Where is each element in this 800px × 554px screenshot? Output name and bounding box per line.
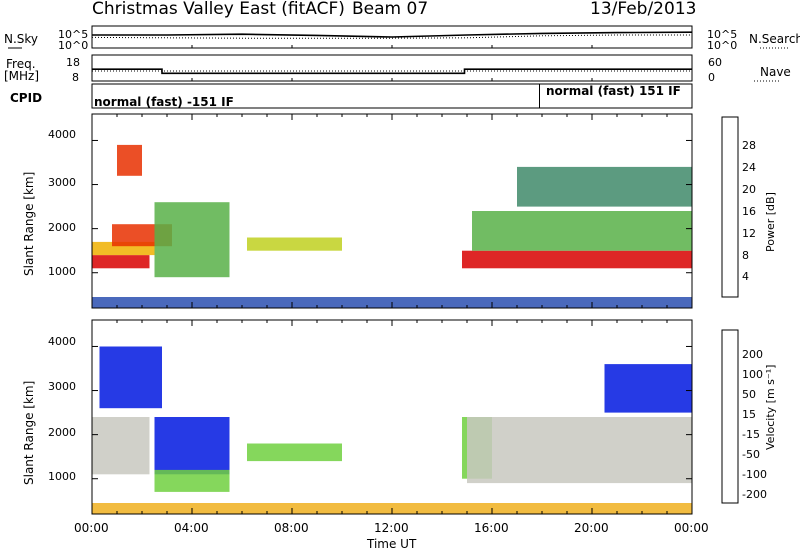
- cpid-right-text: normal (fast) 151 IF: [546, 84, 681, 98]
- velocity-cbar-tick: -15: [742, 428, 760, 441]
- velocity-ytick: 4000: [48, 335, 76, 348]
- nsearch-label: N.Search: [749, 32, 800, 46]
- velocity-cbar-tick: 50: [742, 388, 756, 401]
- velocity-ytick: 1000: [48, 470, 76, 483]
- velocity-region-3: [154, 469, 230, 492]
- power-cbar-tick: 16: [742, 205, 756, 218]
- xtick: 12:00: [374, 521, 409, 535]
- velocity-region-6: [467, 417, 692, 484]
- freq-panel-frame: [91, 54, 693, 82]
- cpid-panel-frame: [91, 83, 693, 109]
- power-colorbar-frame: [721, 116, 739, 298]
- freq-tick-bottom: 8: [72, 71, 79, 84]
- power-cbar-tick: 12: [742, 227, 756, 240]
- power-region-4: [154, 202, 230, 278]
- nsky-tick-top: 10^5: [58, 28, 89, 41]
- velocity-colorbar-frame: [721, 329, 739, 504]
- freq-tick-top: 18: [66, 56, 80, 69]
- velocity-ytick: 3000: [48, 380, 76, 393]
- power-region-7: [472, 211, 692, 251]
- power-cbar-tick: 28: [742, 139, 756, 152]
- power-region-6: [462, 250, 692, 269]
- nsearch-tick-top: 10^5: [707, 28, 738, 41]
- velocity-cbar-tick: -100: [742, 468, 767, 481]
- power-ytick: 3000: [48, 176, 76, 189]
- power-ytick: 4000: [48, 128, 76, 141]
- power-ytick: 2000: [48, 221, 76, 234]
- power-cbar-tick: 4: [742, 270, 749, 283]
- xtick: 08:00: [274, 521, 309, 535]
- velocity-region-7: [604, 364, 692, 413]
- nsearch-tick-bottom: 10^0: [707, 39, 738, 52]
- velocity-region-1: [99, 346, 162, 409]
- xtick: 00:00: [674, 521, 709, 535]
- velocity-cbar-tick: 100: [742, 368, 763, 381]
- power-region-0: [92, 255, 150, 269]
- power-region-5: [247, 237, 342, 251]
- x-axis-label: Time UT: [367, 537, 417, 551]
- power-ytick: 1000: [48, 265, 76, 278]
- nsky-tick-bottom: 10^0: [58, 39, 89, 52]
- nave-label: Nave: [760, 65, 791, 79]
- velocity-region-0: [92, 417, 150, 475]
- power-cbar-tick: 20: [742, 183, 756, 196]
- freq-label-1: Freq.: [6, 57, 36, 71]
- nave-tick-bottom: 0: [708, 71, 715, 84]
- power-region-3: [117, 144, 142, 176]
- series-line-nsearch: [91, 34, 692, 39]
- velocity-cbar-tick: 15: [742, 408, 756, 421]
- xtick: 00:00: [74, 521, 109, 535]
- velocity-region-2: [154, 417, 230, 475]
- velocity-region-4: [247, 443, 342, 462]
- xtick: 20:00: [574, 521, 609, 535]
- cpid-label: CPID: [10, 91, 43, 105]
- nave-tick-top: 60: [708, 56, 722, 69]
- freq-line: [92, 68, 692, 75]
- series-line-nsky: [92, 31, 693, 38]
- beam-label: Beam 07: [352, 0, 429, 19]
- power-region-8: [517, 166, 692, 207]
- freq-label-2: [MHz]: [4, 69, 40, 83]
- station-title: Christmas Valley East (fitACF): [92, 0, 345, 19]
- cpid-left-text: normal (fast) -151 IF: [94, 95, 234, 109]
- velocity-cbar-tick: -50: [742, 448, 760, 461]
- velocity-ytick: 2000: [48, 426, 76, 439]
- velocity-cbar-tick: -200: [742, 488, 767, 501]
- date-label: 13/Feb/2013: [590, 0, 697, 19]
- nsky-label: N.Sky: [4, 32, 39, 46]
- xtick: 04:00: [174, 521, 209, 535]
- velocity-cbar-tick: 200: [742, 348, 763, 361]
- power-cbar-tick: 24: [742, 161, 756, 174]
- xtick: 16:00: [474, 521, 509, 535]
- power-cbar-tick: 8: [742, 249, 749, 262]
